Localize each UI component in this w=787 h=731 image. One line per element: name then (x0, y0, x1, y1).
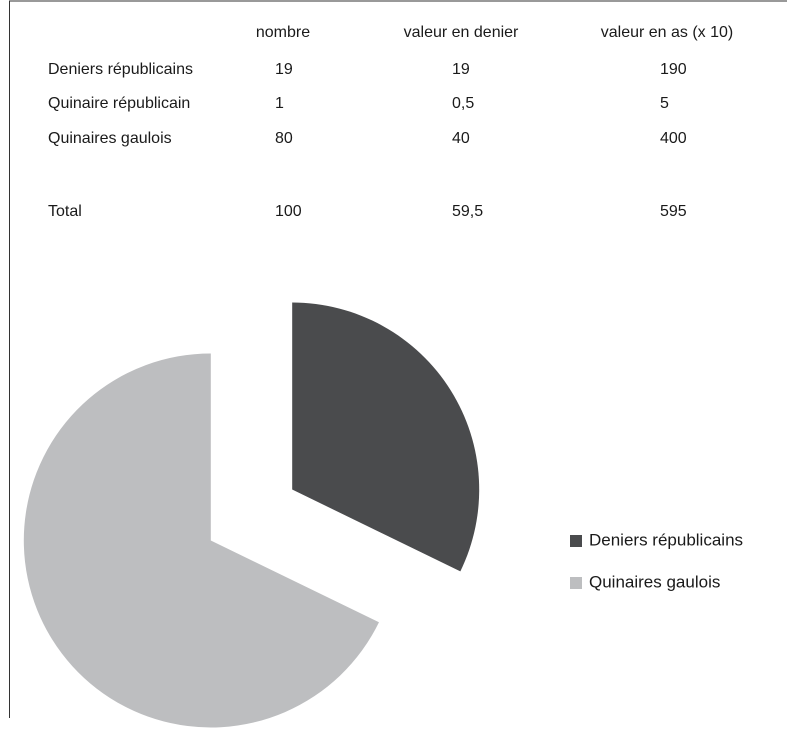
cell: 400 (660, 130, 687, 147)
cell: 5 (660, 95, 669, 112)
legend-label: Deniers républicains (589, 530, 743, 549)
column-header: nombre (256, 24, 310, 41)
total-cell: 59,5 (452, 203, 483, 220)
legend-swatch (570, 577, 582, 589)
pie-slice (23, 353, 379, 728)
legend-swatch (570, 535, 582, 547)
cell: 80 (275, 130, 293, 147)
total-label: Total (48, 203, 82, 220)
row-label: Quinaires gaulois (48, 130, 172, 147)
total-cell: 100 (275, 203, 302, 220)
cell: 0,5 (452, 95, 474, 112)
pie-slice (292, 302, 480, 572)
cell: 40 (452, 130, 470, 147)
cell: 1 (275, 95, 284, 112)
legend-label: Quinaires gaulois (589, 572, 720, 591)
row-label: Deniers républicains (48, 61, 193, 78)
column-header: valeur en as (x 10) (601, 24, 734, 41)
legend: Deniers républicains Quinaires gaulois (570, 530, 743, 591)
cell: 19 (275, 61, 293, 78)
column-header: valeur en denier (404, 24, 519, 41)
row-label: Quinaire républicain (48, 95, 190, 112)
pie-chart (23, 302, 480, 728)
cell: 19 (452, 61, 470, 78)
total-cell: 595 (660, 203, 687, 220)
table: nombre valeur en denier valeur en as (x 10… (48, 24, 733, 220)
cell: 190 (660, 61, 687, 78)
